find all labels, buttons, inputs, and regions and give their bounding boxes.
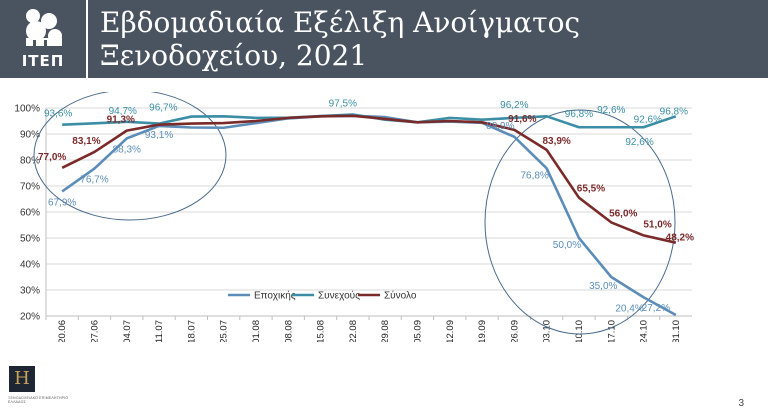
legend-label: Σύνολο: [384, 290, 417, 302]
data-label: 91,6%: [508, 114, 536, 125]
x-tick-label: 05.07_11.07: [154, 320, 165, 342]
x-tick-label: 27.09_03.10: [542, 320, 553, 342]
legend: Εποχικής Συνεχούς Σύνολο: [228, 290, 417, 302]
highlight-circles: [33, 92, 676, 335]
x-tick-label: 04.10_10.10: [574, 320, 585, 342]
data-label: 48,2%: [666, 233, 694, 244]
data-label: 93,1%: [145, 130, 173, 141]
x-tick-label: 21.06_27.06: [89, 320, 100, 342]
data-label: 88,3%: [113, 144, 141, 155]
data-label: 96,8%: [565, 109, 593, 120]
series-lines: [61, 113, 677, 317]
data-label: 65,5%: [577, 184, 605, 195]
data-label: 96,7%: [149, 103, 177, 114]
y-tick-label: 90%: [20, 130, 40, 141]
x-tick-label: 09.08_15.08: [316, 320, 327, 342]
data-label: 77,0%: [38, 152, 66, 163]
x-tick-label: 14.06_20.06: [57, 320, 68, 342]
data-label: 96,2%: [500, 100, 528, 111]
x-tick-label: 19.07_25.07: [219, 320, 230, 342]
hotel-chamber-letter: H: [9, 366, 35, 392]
data-label: 83,9%: [542, 136, 570, 147]
highlight-ellipse-right: [484, 109, 676, 335]
x-tick-label: 16.08_22.08: [348, 320, 359, 342]
highlight-ellipse-left: [33, 92, 227, 221]
x-tick-label: 06.09_12.09: [445, 320, 456, 342]
legend-label: Εποχικής: [254, 290, 296, 302]
header-bar: ΙΤΕΠ Εβδομαδιαία Εξέλιξη Ανοίγματος Ξενο…: [0, 0, 768, 78]
data-label: 51,0%: [643, 219, 671, 230]
x-tick-label: 23.08_29.08: [380, 320, 391, 342]
data-label: 76,8%: [520, 170, 548, 181]
data-label: 96,8%: [660, 106, 688, 117]
data-label: 88,9%: [486, 121, 514, 132]
series-line-2: [61, 114, 677, 244]
data-label: 27,2%: [642, 303, 670, 314]
x-tick-label: 26.07_01.08: [251, 320, 262, 342]
series-line-0: [61, 114, 677, 317]
x-tick-label: 11.10_17.10: [606, 320, 617, 342]
y-tick-label: 50%: [20, 234, 40, 245]
x-tick-label: 28.06_04.07: [122, 320, 133, 342]
data-label: 67,9%: [48, 197, 76, 208]
data-label: 92,6%: [634, 114, 662, 125]
page-number: 3: [738, 398, 744, 409]
legend-label: Συνεχούς: [318, 290, 360, 302]
hotel-chamber-caption: ΞΕΝΟΔΟΧΕΙΑΚΟ ΕΠΙΜΕΛΗΤΗΡΙΟ ΕΛΛΑΔΟΣ: [8, 396, 69, 404]
x-tick-label: 13.09_19.09: [477, 320, 488, 342]
data-labels: 67,9% 76,7% 88,3% 93,1% 88,9% 76,8% 50,0% 35,0%…: [38, 99, 694, 315]
x-tick-label: 25.10_31.10: [671, 320, 682, 342]
data-label: 50,0%: [553, 240, 581, 251]
x-tick-label: 20.09_26.09: [509, 320, 520, 342]
x-axis: 14.06_20.06 21.06_27.06 28.06_04.07 05.07_1…: [45, 315, 692, 342]
y-tick-label: 20%: [20, 312, 40, 323]
data-label: 20,4%: [615, 303, 643, 314]
y-tick-label: 30%: [20, 286, 40, 297]
x-tick-label: 18.10_24.10: [639, 320, 650, 342]
data-label: 91,3%: [107, 115, 135, 126]
data-label: 97,5%: [329, 99, 357, 110]
data-label: 92,6%: [597, 105, 625, 116]
y-axis: 20% 30% 40% 50% 60% 70% 80% 90% 100%: [14, 104, 47, 323]
line-chart: 20% 30% 40% 50% 60% 70% 80% 90% 100% 14.06_20.06…: [14, 92, 694, 342]
page-title: Εβδομαδιαία Εξέλιξη Ανοίγματος Ξενοδοχεί…: [100, 6, 581, 72]
y-tick-label: 70%: [20, 182, 40, 193]
y-tick-label: 80%: [20, 156, 40, 167]
y-tick-label: 100%: [14, 104, 40, 115]
data-label: 56,0%: [609, 208, 637, 219]
y-tick-label: 40%: [20, 260, 40, 271]
x-tick-label: 02.08_08.08: [283, 320, 294, 342]
data-label: 35,0%: [589, 281, 617, 292]
data-label: 93,6%: [44, 109, 72, 120]
y-tick-label: 60%: [20, 208, 40, 219]
logo-mark-icon: [26, 9, 62, 48]
data-label: 83,1%: [72, 136, 100, 147]
x-tick-label: 30.08_05.09: [412, 320, 423, 342]
x-tick-label: 12.07_18.07: [186, 320, 197, 342]
hotel-chamber-logo: H ΞΕΝΟΔΟΧΕΙΑΚΟ ΕΠΙΜΕΛΗΤΗΡΙΟ ΕΛΛΑΔΟΣ: [8, 366, 74, 414]
data-label: 92,6%: [625, 137, 653, 148]
data-label: 76,7%: [80, 175, 108, 186]
logo-text: ΙΤΕΠ: [21, 52, 65, 70]
itep-logo: ΙΤΕΠ: [0, 0, 88, 78]
data-label: 94,7%: [109, 106, 137, 117]
